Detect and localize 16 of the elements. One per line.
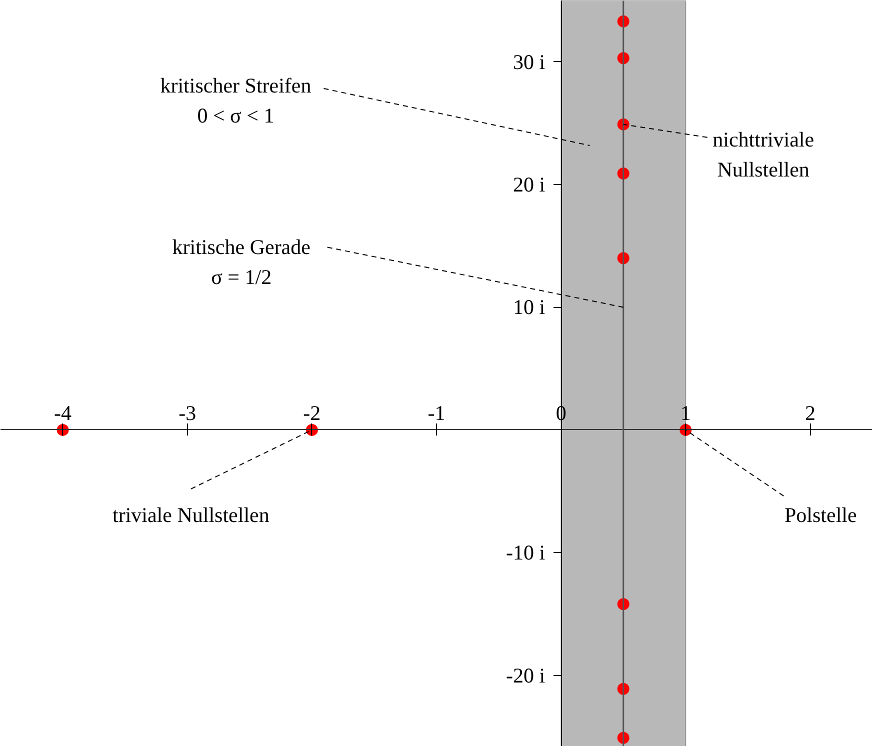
y-tick-label: 10 i xyxy=(512,295,546,320)
annotation: kritische Gerade σ = 1/2 xyxy=(172,235,310,290)
y-tick-label: -10 i xyxy=(506,540,546,565)
x-tick-label: 1 xyxy=(680,400,691,425)
y-tick-label: 20 i xyxy=(512,172,546,197)
x-tick-label: 2 xyxy=(804,400,816,425)
x-tick-label: -3 xyxy=(178,400,196,425)
x-tick-label: -2 xyxy=(303,400,321,425)
annotation: triviale Nullstellen xyxy=(112,502,270,527)
annotation: nichttriviale Nullstellen xyxy=(712,127,814,182)
annotation: kritischer Streifen 0 < σ < 1 xyxy=(160,74,312,128)
x-tick-label: -1 xyxy=(428,400,446,425)
y-tick-label: -20 i xyxy=(506,663,546,688)
x-tick-label: -4 xyxy=(54,400,72,425)
y-tick-label: 30 i xyxy=(512,50,546,74)
annotation: Polstelle xyxy=(784,502,857,527)
